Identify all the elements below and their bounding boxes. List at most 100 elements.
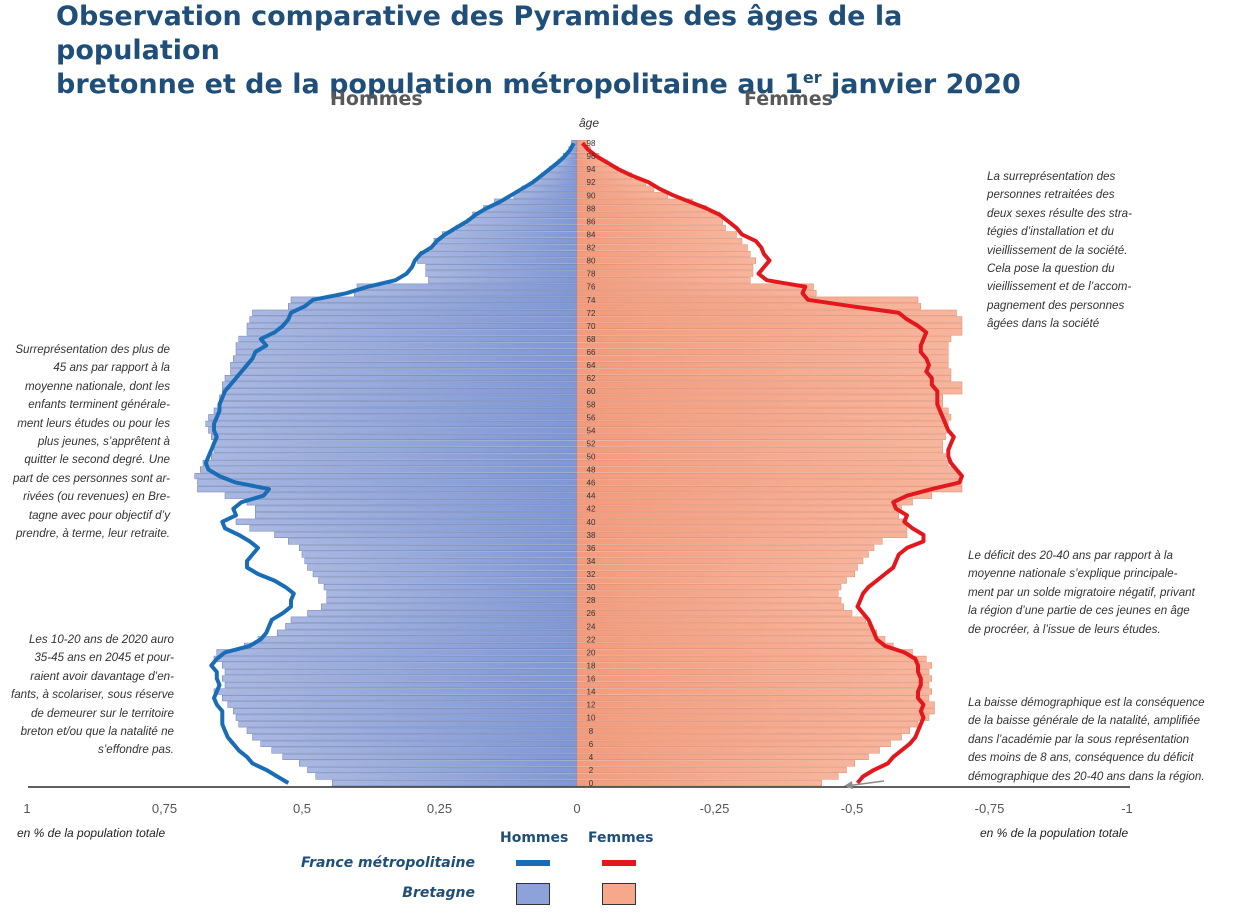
- title-line-2: bretonne et de la population métropolita…: [56, 68, 1021, 100]
- note-line: La surreprésentation des: [987, 170, 1116, 183]
- legend-bretagne-hommes-swatch: [516, 883, 550, 905]
- bar-femmes-bretagne: [576, 368, 952, 375]
- age-tick-label: 62: [587, 374, 596, 383]
- note-line: s’effondre pas.: [97, 743, 174, 757]
- age-tick-label: 28: [587, 596, 596, 605]
- age-tick-label: 10: [587, 714, 596, 723]
- age-tick-label: 16: [587, 675, 596, 684]
- age-tick-label: 48: [587, 466, 596, 475]
- age-tick-label: 68: [587, 335, 596, 344]
- bar-hommes-bretagne: [455, 224, 578, 232]
- bar-femmes-bretagne: [576, 668, 930, 676]
- age-tick-label: 60: [587, 387, 596, 396]
- bar-femmes-bretagne: [576, 642, 894, 649]
- age-tick-label: 82: [587, 244, 596, 253]
- x-tick-label: 0,75: [152, 801, 177, 816]
- bar-femmes-bretagne: [576, 407, 949, 414]
- bar-femmes-bretagne: [576, 427, 949, 434]
- age-tick-label: 84: [587, 230, 596, 239]
- age-tick-label: 78: [587, 270, 596, 279]
- bar-femmes-bretagne: [576, 440, 943, 447]
- note-line: Surreprésentation des plus de: [15, 343, 170, 356]
- age-tick-label: 14: [587, 688, 596, 697]
- age-tick-label: 72: [587, 309, 596, 318]
- bar-femmes-bretagne: [576, 296, 919, 303]
- bar-hommes-bretagne: [304, 557, 578, 565]
- bar-femmes-bretagne: [576, 414, 952, 421]
- bar-femmes-bretagne: [576, 688, 932, 695]
- legend-france-hommes-swatch: [516, 860, 550, 866]
- bar-hommes-bretagne: [307, 766, 578, 774]
- bar-femmes-bretagne: [576, 257, 756, 264]
- age-tick-label: 32: [587, 570, 596, 579]
- note-line: plus jeunes, s’apprêtent à: [37, 435, 170, 449]
- x-tick-label: -1: [1121, 801, 1133, 816]
- bar-hommes-bretagne: [213, 440, 578, 447]
- bar-femmes-bretagne: [576, 610, 853, 617]
- bar-femmes-bretagne: [576, 361, 949, 369]
- bar-hommes-bretagne: [315, 773, 578, 780]
- bar-hommes-bretagne: [222, 388, 578, 395]
- bar-femmes-bretagne: [576, 525, 908, 532]
- bar-femmes-bretagne: [576, 538, 883, 545]
- legend-france-femmes-swatch: [602, 860, 636, 866]
- bar-hommes-bretagne: [255, 512, 578, 519]
- bar-hommes-bretagne: [216, 649, 578, 656]
- bar-femmes-bretagne: [576, 420, 949, 427]
- bar-femmes-bretagne: [576, 453, 946, 460]
- bar-femmes-bretagne: [576, 322, 963, 330]
- note-right-mid: Le déficit des 20-40 ans par rapport à l…: [968, 547, 1238, 639]
- bar-hommes-bretagne: [244, 642, 578, 649]
- bar-hommes-bretagne: [433, 237, 578, 245]
- bar-hommes-bretagne: [205, 420, 578, 427]
- bar-femmes-bretagne: [576, 557, 864, 565]
- bar-hommes-bretagne: [326, 590, 578, 597]
- bar-femmes-bretagne: [576, 401, 943, 408]
- bar-hommes-bretagne: [235, 342, 578, 349]
- bar-hommes-bretagne: [246, 322, 578, 330]
- bar-femmes-bretagne: [576, 348, 949, 356]
- age-tick-label: 42: [587, 505, 596, 514]
- x-tick-label: 0,5: [293, 801, 311, 816]
- bar-hommes-bretagne: [194, 472, 578, 480]
- bar-hommes-bretagne: [235, 518, 578, 525]
- age-tick-label: 30: [587, 583, 596, 592]
- bar-femmes-bretagne: [576, 486, 963, 493]
- age-tick-label: 64: [587, 361, 596, 370]
- bar-femmes-bretagne: [576, 237, 743, 245]
- note-line: La baisse démographique est la conséquen…: [968, 696, 1205, 709]
- note-line: âgées dans la société: [987, 317, 1100, 331]
- bar-hommes-bretagne: [290, 616, 578, 623]
- note-line: de la baisse générale de la natalité, am…: [968, 714, 1201, 728]
- bar-femmes-bretagne: [576, 499, 913, 506]
- note-line: dans l’académie par la sous représentati…: [968, 732, 1190, 746]
- age-tick-label: 50: [587, 453, 596, 462]
- bar-hommes-bretagne: [271, 747, 578, 754]
- bar-hommes-bretagne: [356, 283, 578, 290]
- bar-femmes-bretagne: [576, 512, 899, 519]
- bar-femmes-bretagne: [576, 394, 943, 401]
- bar-femmes-bretagne: [576, 583, 842, 591]
- note-line: vieillissement et de l’accom-: [987, 280, 1132, 294]
- bar-hommes-bretagne: [323, 583, 578, 591]
- bar-femmes-bretagne: [576, 675, 932, 682]
- bar-hommes-bretagne: [431, 244, 578, 251]
- bar-femmes-bretagne: [576, 714, 930, 721]
- bar-hommes-bretagne: [252, 734, 578, 741]
- bar-hommes-bretagne: [260, 740, 578, 747]
- note-line: de procréer, à l’issue de leurs études.: [968, 622, 1161, 636]
- bar-femmes-bretagne: [576, 388, 963, 395]
- bar-femmes-bretagne: [576, 773, 839, 780]
- bar-hommes-bretagne: [233, 355, 578, 362]
- bar-hommes-bretagne: [222, 662, 578, 669]
- bar-femmes-bretagne: [576, 734, 902, 741]
- note-line: 45 ans par rapport à la: [53, 361, 170, 375]
- note-line: tégies d’installation et du: [987, 225, 1114, 239]
- bar-hommes-bretagne: [420, 250, 578, 258]
- bar-femmes-bretagne: [576, 570, 855, 578]
- bar-hommes-bretagne: [233, 708, 578, 715]
- bar-femmes-bretagne: [576, 342, 949, 349]
- bar-hommes-bretagne: [285, 623, 578, 630]
- age-axis-label: âge: [579, 116, 599, 130]
- age-tick-label: 44: [587, 492, 596, 501]
